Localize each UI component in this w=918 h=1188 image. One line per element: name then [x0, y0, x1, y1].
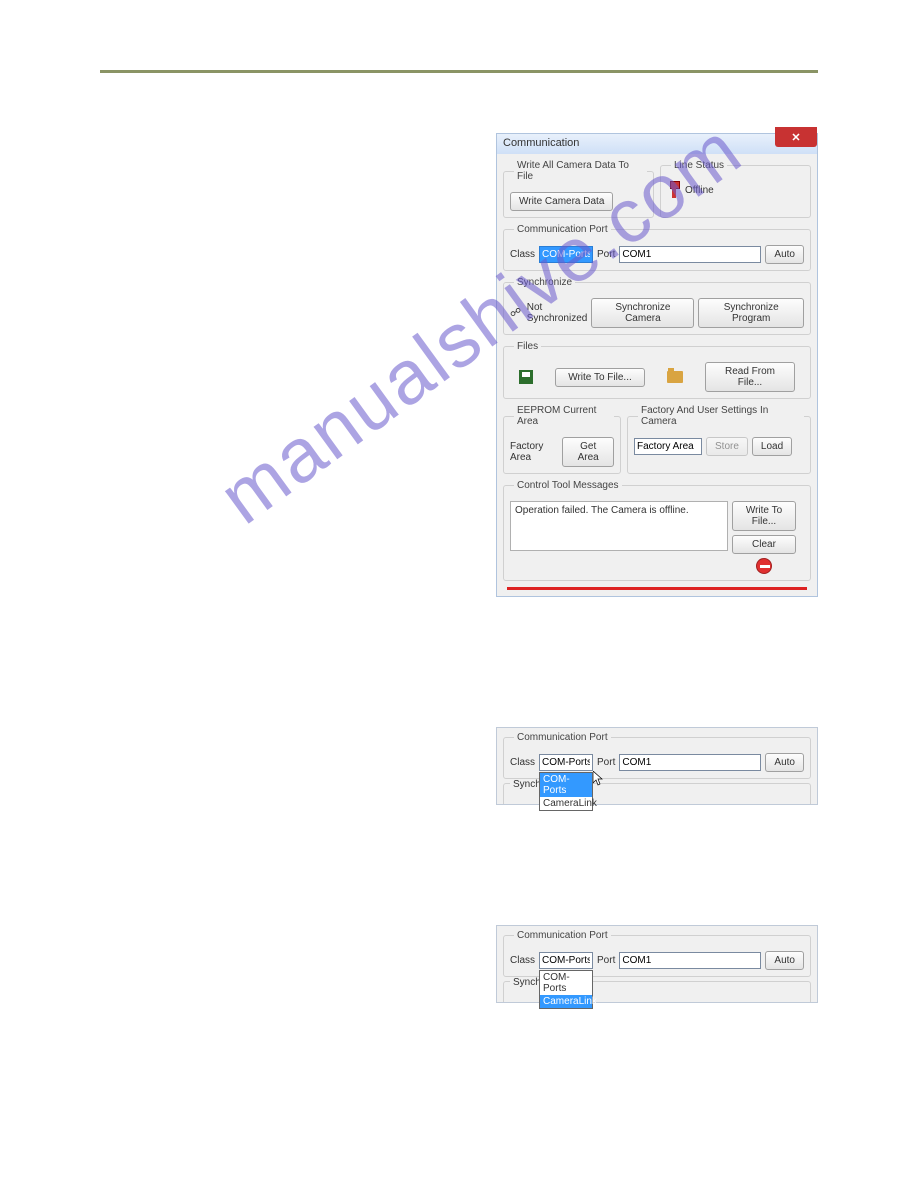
dialog-titlebar[interactable]: Communication ✕: [497, 134, 817, 154]
close-icon: ✕: [791, 131, 800, 144]
document-page: manualshive.com Communication ✕ Write Al…: [0, 0, 918, 1113]
sync-camera-button[interactable]: Synchronize Camera: [591, 298, 694, 328]
sync-group: Synchronize Not Synchronized Synchronize…: [503, 277, 811, 335]
files-group: Files Write To File... Read From File...: [503, 341, 811, 399]
snippet3-legend: Communication Port: [514, 930, 611, 941]
comm-port-snippet-3: Communication Port Class COM-Ports Camer…: [496, 925, 818, 1003]
sync-status-icon: [510, 306, 523, 320]
messages-group: Control Tool Messages Operation failed. …: [503, 480, 811, 581]
eeprom-legend: EEPROM Current Area: [514, 405, 614, 427]
sync-program-button[interactable]: Synchronize Program: [698, 298, 804, 328]
floppy-icon: [519, 370, 533, 384]
line-status-group: Line Status Offline: [660, 160, 811, 218]
write-data-group: Write All Camera Data To File Write Came…: [503, 160, 654, 218]
stop-icon: [756, 558, 772, 574]
get-area-button[interactable]: Get Area: [562, 437, 614, 467]
messages-write-button[interactable]: Write To File...: [732, 501, 796, 531]
snippet2-opt-comports[interactable]: COM-Ports: [540, 773, 592, 797]
snippet2-legend: Communication Port: [514, 732, 611, 743]
figure-row-2: Communication Port Class COM-Ports Camer…: [100, 727, 818, 805]
snippet3-port-select[interactable]: [619, 952, 761, 969]
write-data-legend: Write All Camera Data To File: [514, 160, 647, 182]
snippet2-port-select[interactable]: [619, 754, 761, 771]
files-legend: Files: [514, 341, 541, 352]
class-label: Class: [510, 249, 535, 260]
cursor-icon: [593, 771, 605, 787]
snippet2-opt-cameralink[interactable]: CameraLink: [540, 797, 592, 810]
factory-user-legend: Factory And User Settings In Camera: [638, 405, 804, 427]
write-camera-data-button[interactable]: Write Camera Data: [510, 192, 613, 211]
class-select[interactable]: [539, 246, 593, 263]
header-rule: [100, 70, 818, 73]
comm-port-group: Communication Port Class Port Auto: [503, 224, 811, 271]
snippet3-class-select[interactable]: [539, 952, 593, 969]
snippet3-opt-comports[interactable]: COM-Ports: [540, 971, 592, 995]
snippet2-class-label: Class: [510, 757, 535, 768]
write-to-file-button[interactable]: Write To File...: [555, 368, 645, 387]
comm-port-snippet-2: Communication Port Class COM-Ports Camer…: [496, 727, 818, 805]
offline-icon: [667, 181, 681, 199]
snippet3-class-label: Class: [510, 955, 535, 966]
snippet2-auto-button[interactable]: Auto: [765, 753, 804, 772]
store-button[interactable]: Store: [706, 437, 748, 456]
snippet2-port-label: Port: [597, 757, 615, 768]
factory-area-select[interactable]: [634, 438, 702, 455]
read-from-file-button[interactable]: Read From File...: [705, 362, 795, 392]
factory-user-group: Factory And User Settings In Camera Stor…: [627, 405, 811, 474]
figure-row-1: Communication ✕ Write All Camera Data To…: [100, 133, 818, 597]
dialog-title: Communication: [503, 137, 579, 149]
sync-legend: Synchronize: [514, 277, 575, 288]
figure-row-3: Communication Port Class COM-Ports Camer…: [100, 925, 818, 1003]
messages-clear-button[interactable]: Clear: [732, 535, 796, 554]
comm-port-legend: Communication Port: [514, 224, 611, 235]
snippet2-dropdown[interactable]: COM-Ports CameraLink: [539, 772, 593, 811]
sync-status-text: Not Synchronized: [527, 302, 588, 324]
folder-icon: [667, 371, 683, 383]
port-select[interactable]: [619, 246, 761, 263]
snippet2-class-select[interactable]: [539, 754, 593, 771]
snippet3-port-label: Port: [597, 955, 615, 966]
communication-dialog: Communication ✕ Write All Camera Data To…: [496, 133, 818, 597]
line-status-legend: Line Status: [671, 160, 727, 171]
auto-button[interactable]: Auto: [765, 245, 804, 264]
message-text: Operation failed. The Camera is offline.: [515, 505, 689, 516]
snippet3-opt-cameralink[interactable]: CameraLink: [540, 995, 592, 1008]
snippet3-auto-button[interactable]: Auto: [765, 951, 804, 970]
progress-bar: [507, 587, 807, 590]
close-button[interactable]: ✕: [775, 127, 817, 147]
line-status-value: Offline: [685, 185, 714, 196]
eeprom-group: EEPROM Current Area Factory Area Get Are…: [503, 405, 621, 474]
port-label: Port: [597, 249, 615, 260]
load-button[interactable]: Load: [752, 437, 792, 456]
messages-textarea[interactable]: Operation failed. The Camera is offline.: [510, 501, 728, 551]
eeprom-area-label: Factory Area: [510, 441, 558, 463]
snippet3-dropdown[interactable]: COM-Ports CameraLink: [539, 970, 593, 1009]
messages-legend: Control Tool Messages: [514, 480, 622, 491]
